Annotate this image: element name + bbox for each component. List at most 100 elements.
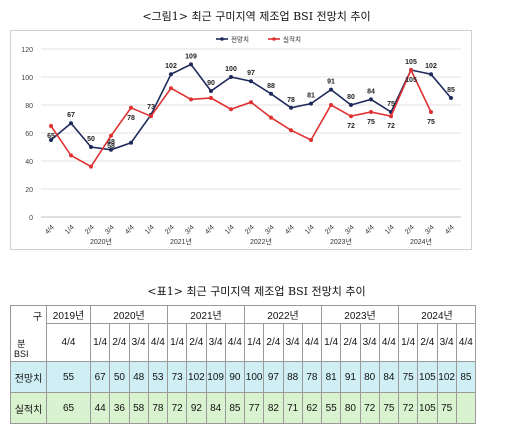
data-point: [429, 72, 433, 77]
quarter-header: 1/4: [89, 323, 111, 362]
x-tick-label: 1/4: [224, 224, 236, 236]
data-label: 102: [165, 63, 177, 70]
data-label: 85: [447, 87, 455, 94]
quarter-header: 1/4: [320, 323, 342, 362]
table-cell: 75: [436, 392, 457, 424]
table-cell: 44: [89, 392, 111, 424]
data-label: 65: [47, 133, 55, 140]
data-point: [309, 101, 313, 106]
year-group-label: 2023년: [330, 237, 352, 246]
year-group-label: 2021년: [170, 237, 192, 246]
x-tick-label: 3/4: [104, 224, 116, 236]
quarter-header: 1/4: [243, 323, 265, 362]
data-point: [249, 100, 253, 105]
quarter-header: 2/4: [417, 323, 438, 362]
data-point: [109, 147, 113, 152]
data-point: [229, 75, 233, 79]
quarter-header: 4/4: [378, 323, 400, 362]
table-cell: 90: [224, 361, 246, 393]
y-tick-label: 40: [25, 159, 33, 166]
year-header: 2019년: [46, 305, 91, 324]
table-cell: 102: [186, 361, 207, 393]
legend-marker: [220, 37, 224, 41]
data-point: [449, 96, 453, 100]
table-cell: 84: [205, 392, 226, 424]
data-point: [289, 105, 293, 110]
x-tick-label: 3/4: [344, 224, 356, 236]
data-label: 97: [247, 70, 255, 77]
legend-label: 전망치: [231, 35, 249, 44]
data-label: 88: [267, 83, 275, 90]
table-cell: 73: [166, 361, 188, 393]
data-point: [269, 115, 273, 120]
data-point: [149, 114, 153, 119]
data-point: [129, 105, 133, 110]
table-cell: 80: [359, 361, 380, 393]
data-point: [169, 86, 173, 91]
data-label: 48: [107, 139, 115, 146]
table-cell: [455, 392, 477, 424]
table-cell: 58: [128, 392, 149, 424]
data-point: [49, 138, 53, 142]
table-cell: 91: [340, 361, 361, 393]
table-cell: 72: [397, 392, 419, 424]
x-tick-label: 2/4: [404, 224, 416, 236]
data-point: [69, 153, 73, 158]
legend-marker: [272, 37, 276, 41]
table-cell: 102: [436, 361, 457, 393]
figure-title: <그림1> 최근 구미지역 제조업 BSI 전망치 추이: [142, 10, 371, 23]
data-point: [189, 62, 193, 67]
quarter-header: 4/4: [455, 323, 477, 362]
data-point: [429, 110, 433, 114]
legend-label: 실적치: [283, 35, 301, 44]
data-point: [229, 107, 233, 112]
data-point: [249, 79, 253, 84]
data-point: [209, 96, 213, 100]
table-cell: 50: [109, 361, 130, 393]
quarter-header: 4/4: [46, 323, 91, 362]
table-cell: 85: [455, 361, 477, 393]
x-tick-label: 4/4: [124, 224, 136, 236]
table-cell: 78: [147, 392, 169, 424]
table-cell: 85: [224, 392, 246, 424]
table-cell: 55: [320, 392, 342, 424]
table-cell: 78: [301, 361, 323, 393]
x-tick-label: 3/4: [184, 224, 196, 236]
quarter-header: 4/4: [301, 323, 323, 362]
data-label: 73: [147, 104, 155, 111]
quarter-header-row: 4/4 1/4 2/4 3/4 4/4 1/4 2/4 3/4 4/4 1/4 2/4 3/4 4/4 1…: [11, 323, 477, 362]
corner-bottom: 분 BSI: [14, 339, 29, 359]
quarter-header: 2/4: [263, 323, 284, 362]
data-point: [349, 103, 353, 107]
row-label: 전망치: [10, 361, 47, 393]
data-point: [109, 133, 113, 138]
data-label: 78: [287, 97, 295, 104]
data-point: [309, 138, 313, 142]
quarter-header: 4/4: [147, 323, 169, 362]
row-label: 실적치: [10, 392, 47, 424]
data-label: 91: [327, 79, 335, 86]
table-row: 실적치 65 44 36 58 78 72 92 84 85 77 82 71 62 55 80 72 75 72 1…: [10, 392, 477, 424]
x-tick-label: 4/4: [284, 224, 296, 236]
data-point: [329, 87, 333, 92]
table-row: 전망치 55 67 50 48 53 73 102 109 90 100 97 88 78 81 91 80 84…: [10, 361, 477, 393]
table-cell: 62: [301, 392, 323, 424]
table-cell: 97: [263, 361, 284, 393]
corner-top: 구: [32, 312, 42, 323]
x-tick-label: 4/4: [364, 224, 376, 236]
data-label: 105: [405, 59, 417, 66]
x-tick-label: 3/4: [264, 224, 276, 236]
quarter-header: 3/4: [282, 323, 303, 362]
x-tick-label: 1/4: [304, 224, 316, 236]
data-point: [269, 91, 273, 96]
chart-svg: 0 20 40 60 80 100 120 4/4 1/4 2/4 3/4 4/4 1/4 2/4 3/4 4…: [21, 35, 461, 246]
data-point: [389, 114, 393, 119]
table-cell: 75: [378, 392, 400, 424]
table-cell: 71: [282, 392, 303, 424]
table-cell: 109: [205, 361, 226, 393]
table-cell: 80: [340, 392, 361, 424]
data-label: 67: [67, 112, 75, 119]
